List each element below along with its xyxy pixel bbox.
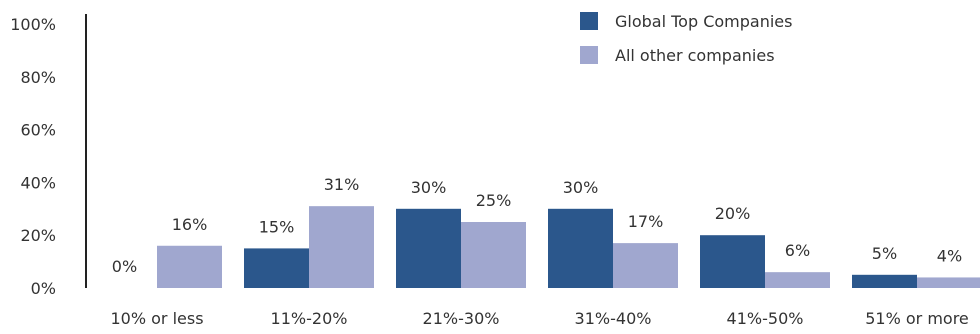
bar-global-top-4: [700, 235, 765, 288]
bars: [157, 206, 980, 288]
y-tick-label: 20%: [20, 226, 56, 245]
x-category-label: 51% or more: [865, 309, 969, 328]
bar-other-3: [613, 243, 678, 288]
data-labels: 0% 16% 15% 31% 30% 25% 30% 17% 20% 6% 5% 4%: [112, 175, 962, 276]
data-label: 16%: [172, 215, 208, 234]
legend: Global Top Companies All other companies: [580, 12, 792, 65]
bar-other-0: [157, 245, 222, 288]
bar-global-top-5: [852, 274, 917, 288]
y-tick-label: 100%: [10, 15, 56, 34]
data-label: 5%: [872, 244, 897, 263]
data-label: 17%: [628, 212, 664, 231]
bar-global-top-3: [548, 208, 613, 288]
y-tick-label: 40%: [20, 173, 56, 192]
bar-other-5: [917, 277, 980, 288]
data-label: 0%: [112, 257, 137, 276]
bar-global-top-2: [396, 208, 461, 288]
x-category-label: 11%-20%: [271, 309, 348, 328]
bar-other-2: [461, 222, 526, 288]
bar-other-1: [309, 206, 374, 288]
data-label: 20%: [715, 204, 751, 223]
x-category-label: 21%-30%: [423, 309, 500, 328]
data-label: 31%: [324, 175, 360, 194]
legend-swatch: [580, 12, 598, 30]
data-label: 30%: [563, 178, 599, 197]
data-label: 15%: [259, 217, 295, 236]
y-tick-label: 60%: [20, 121, 56, 140]
legend-label: All other companies: [615, 46, 775, 65]
y-tick-label: 80%: [20, 68, 56, 87]
x-category-label: 41%-50%: [727, 309, 804, 328]
data-label: 30%: [411, 178, 447, 197]
legend-swatch: [580, 46, 598, 64]
legend-label: Global Top Companies: [615, 12, 792, 31]
bar-other-4: [765, 272, 830, 288]
y-tick-label: 0%: [31, 279, 56, 298]
x-category-label: 31%-40%: [575, 309, 652, 328]
x-category-label: 10% or less: [110, 309, 203, 328]
bar-global-top-1: [244, 248, 309, 288]
data-label: 25%: [476, 191, 512, 210]
data-label: 6%: [785, 241, 810, 260]
y-axis-tick-labels: 0% 20% 40% 60% 80% 100%: [10, 15, 56, 298]
x-axis-category-labels: 10% or less 11%-20% 21%-30% 31%-40% 41%-50% 5…: [110, 309, 968, 328]
data-label: 4%: [937, 246, 962, 265]
